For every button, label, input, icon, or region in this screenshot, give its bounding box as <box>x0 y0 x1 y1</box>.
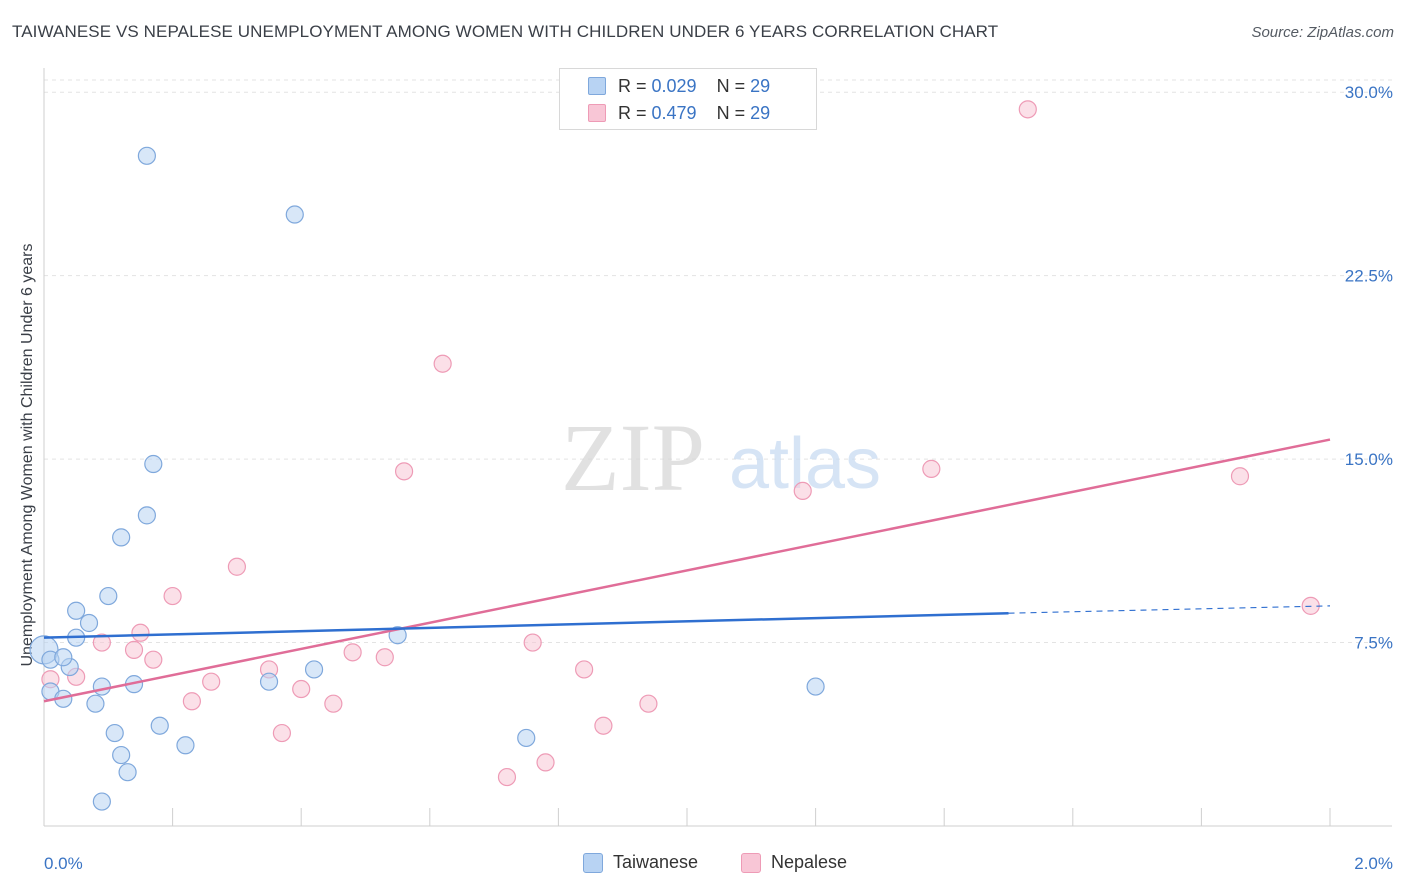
axes <box>43 68 1392 827</box>
watermark-zip: ZIP <box>561 404 705 511</box>
taiwanese-trend-extension <box>1008 605 1331 614</box>
nepalese-point-9 <box>227 557 246 576</box>
y-tick-label-3: 30.0% <box>1345 83 1393 102</box>
taiwanese-point-21 <box>259 672 279 691</box>
source-label: Source: ZipAtlas.com <box>1251 24 1394 41</box>
nepalese-point-12 <box>292 679 311 699</box>
nepalese-point-7 <box>182 692 201 711</box>
legend-r-taiwanese: 0.029 <box>651 75 697 96</box>
legend-stats-nepalese: R = 0.479 N = 29 <box>618 102 771 123</box>
trend-lines <box>43 438 1331 703</box>
series-swatch-taiwanese <box>583 852 603 873</box>
y-tick-label-2: 22.5% <box>1345 267 1393 286</box>
taiwanese-point-11 <box>105 723 124 743</box>
nepalese-point-26 <box>1018 100 1037 119</box>
nepalese-point-15 <box>375 648 394 667</box>
taiwanese-point-14 <box>118 763 137 782</box>
nepalese-point-13 <box>324 694 343 713</box>
legend-stats-taiwanese: R = 0.029 N = 29 <box>618 75 771 96</box>
taiwanese-point-17 <box>137 506 156 525</box>
taiwanese-point-13 <box>112 745 131 765</box>
nepalese-trend-line <box>43 438 1331 703</box>
nepalese-point-23 <box>639 694 658 713</box>
legend-swatch-taiwanese <box>588 77 606 95</box>
nepalese-point-3 <box>124 640 144 659</box>
tick-labels: 7.5% 15.0% 22.5% 30.0% 0.0% 2.0% <box>44 83 1393 873</box>
correlation-legend: R = 0.029 N = 29 R = 0.479 N = 29 <box>559 68 817 130</box>
taiwanese-point-18 <box>144 454 163 474</box>
taiwanese-point-28 <box>54 648 73 667</box>
legend-n-taiwanese: 29 <box>750 75 771 96</box>
nepalese-point-25 <box>922 459 941 478</box>
nepalese-point-17 <box>433 354 452 373</box>
nepalese-point-6 <box>163 586 182 606</box>
y-tick-label-1: 15.0% <box>1345 450 1393 469</box>
series-legend-label-taiwanese: Taiwanese <box>613 852 699 872</box>
nepalese-point-20 <box>536 753 555 772</box>
watermark: ZIP atlas <box>561 404 881 511</box>
taiwanese-point-8 <box>86 694 105 713</box>
series-legend-taiwanese[interactable]: Taiwanese <box>583 852 698 873</box>
nepalese-point-4 <box>131 623 150 642</box>
taiwanese-point-6 <box>67 601 86 620</box>
taiwanese-point-26 <box>806 677 825 696</box>
series-legend-label-nepalese: Nepalese <box>771 852 848 872</box>
taiwanese-point-19 <box>150 716 169 735</box>
taiwanese-point-12 <box>112 528 131 547</box>
taiwanese-point-27 <box>92 792 111 811</box>
nepalese-point-2 <box>92 633 111 652</box>
taiwanese-point-10 <box>99 586 118 606</box>
legend-n-nepalese: 29 <box>750 102 771 123</box>
legend-r-nepalese: 0.479 <box>651 102 697 123</box>
x-tick-label-0: 0.0% <box>44 854 83 873</box>
taiwanese-point-25 <box>517 728 536 748</box>
taiwanese-point-22 <box>285 205 304 224</box>
series-legend-nepalese[interactable]: Nepalese <box>741 852 847 873</box>
taiwanese-point-23 <box>304 660 324 679</box>
series-legend: Taiwanese Nepalese <box>0 852 1406 876</box>
nepalese-point-18 <box>497 767 517 787</box>
nepalese-point-19 <box>523 633 542 652</box>
taiwanese-point-9 <box>92 677 111 696</box>
chart-title: TAIWANESE VS NEPALESE UNEMPLOYMENT AMONG… <box>12 22 999 41</box>
taiwanese-trend-line <box>43 611 1009 639</box>
taiwanese-point-7 <box>79 613 99 633</box>
taiwanese-point-20 <box>176 736 195 755</box>
nepalese-point-11 <box>272 723 292 743</box>
legend-swatch-nepalese <box>588 104 606 122</box>
nepalese-point-21 <box>575 660 594 679</box>
nepalese-point-27 <box>1230 467 1250 486</box>
grid-lines <box>44 79 1392 644</box>
y-tick-label-0: 7.5% <box>1354 634 1393 653</box>
taiwanese-point-16 <box>137 146 156 165</box>
nepalese-point-5 <box>144 650 163 669</box>
nepalese-point-22 <box>594 716 613 735</box>
nepalese-point-14 <box>343 643 362 662</box>
x-tick-label-1: 2.0% <box>1354 854 1393 873</box>
series-swatch-nepalese <box>741 852 761 873</box>
nepalese-point-8 <box>202 672 221 691</box>
nepalese-point-16 <box>394 462 414 481</box>
nepalese-point-24 <box>793 481 812 501</box>
